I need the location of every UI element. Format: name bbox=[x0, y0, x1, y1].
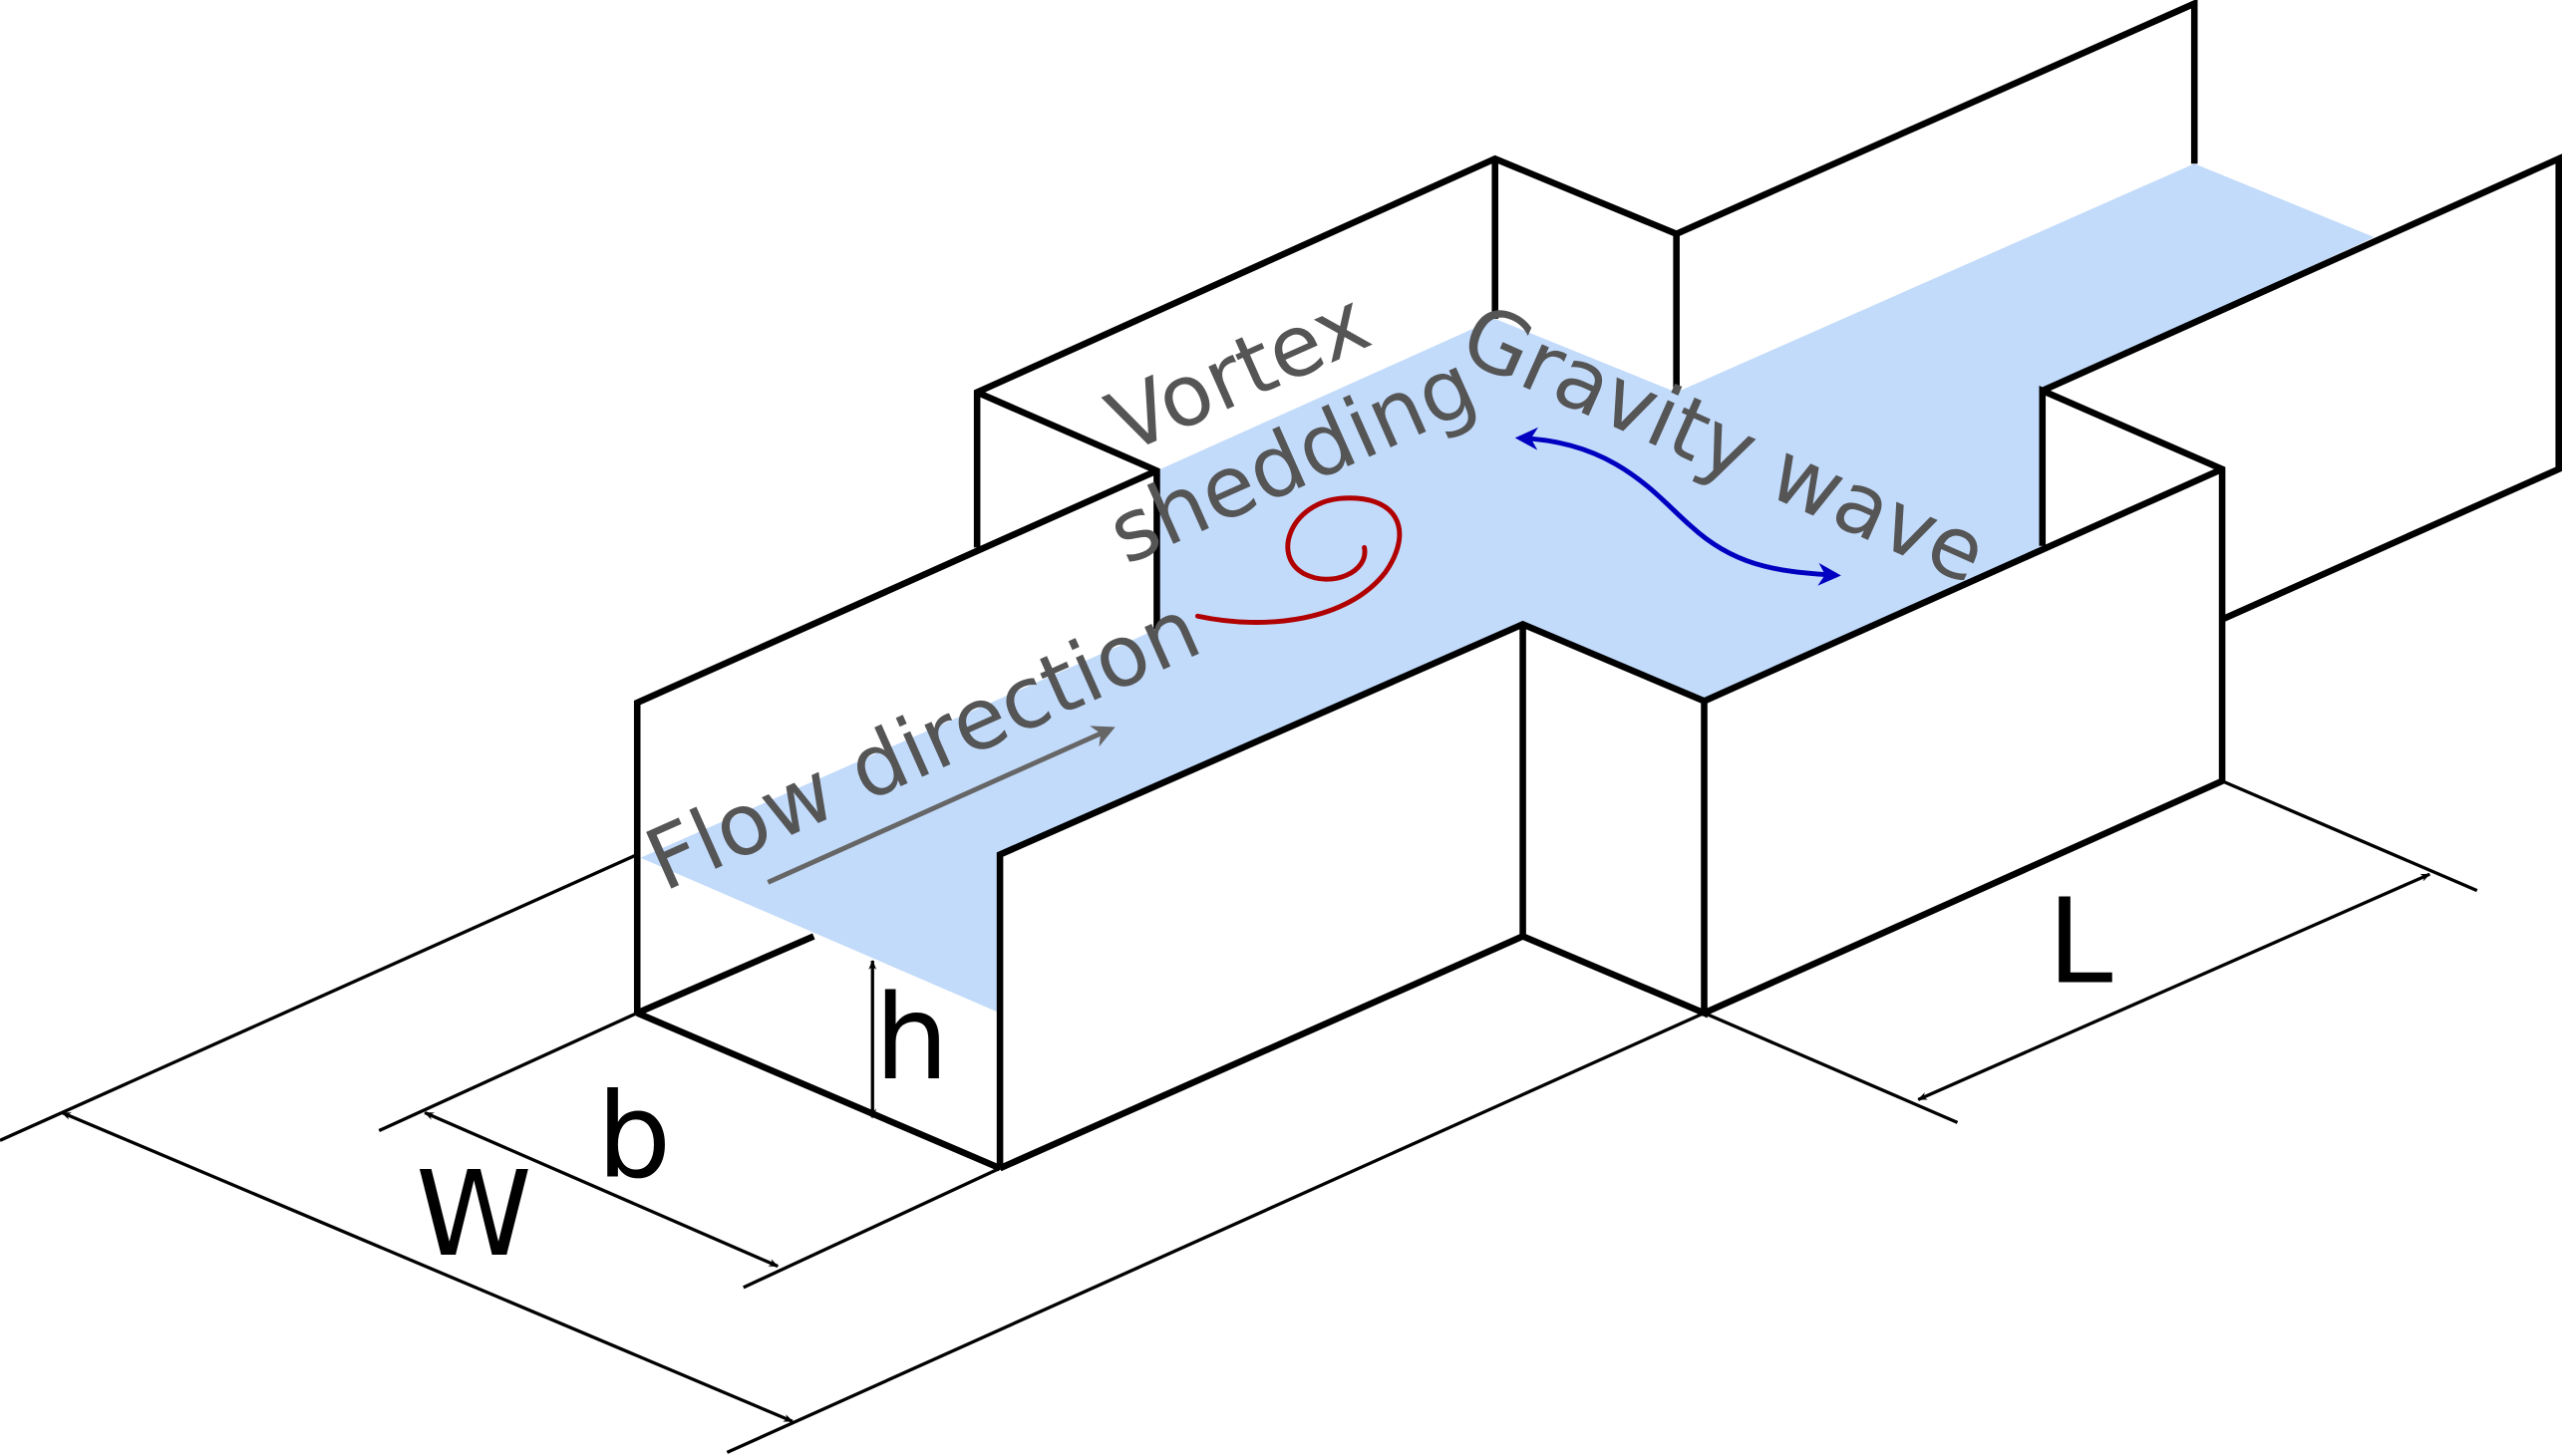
flow-direction-arrow bbox=[767, 726, 1116, 885]
back-walls bbox=[633, 0, 2198, 1017]
w-dimension-arrow bbox=[61, 1110, 794, 1423]
front-walls bbox=[635, 153, 2562, 1172]
h-label: h bbox=[874, 969, 949, 1106]
gravity-wave-arrow bbox=[1514, 427, 1841, 586]
l-label: L bbox=[2048, 872, 2113, 1010]
b-label: b bbox=[596, 1066, 671, 1204]
dimension-extension-lines bbox=[0, 779, 2478, 1454]
w-label: W bbox=[416, 1145, 532, 1283]
vortex-spiral-icon bbox=[1194, 495, 1403, 625]
l-dimension-arrow bbox=[1917, 872, 2431, 1101]
water-surface bbox=[640, 163, 2375, 1014]
